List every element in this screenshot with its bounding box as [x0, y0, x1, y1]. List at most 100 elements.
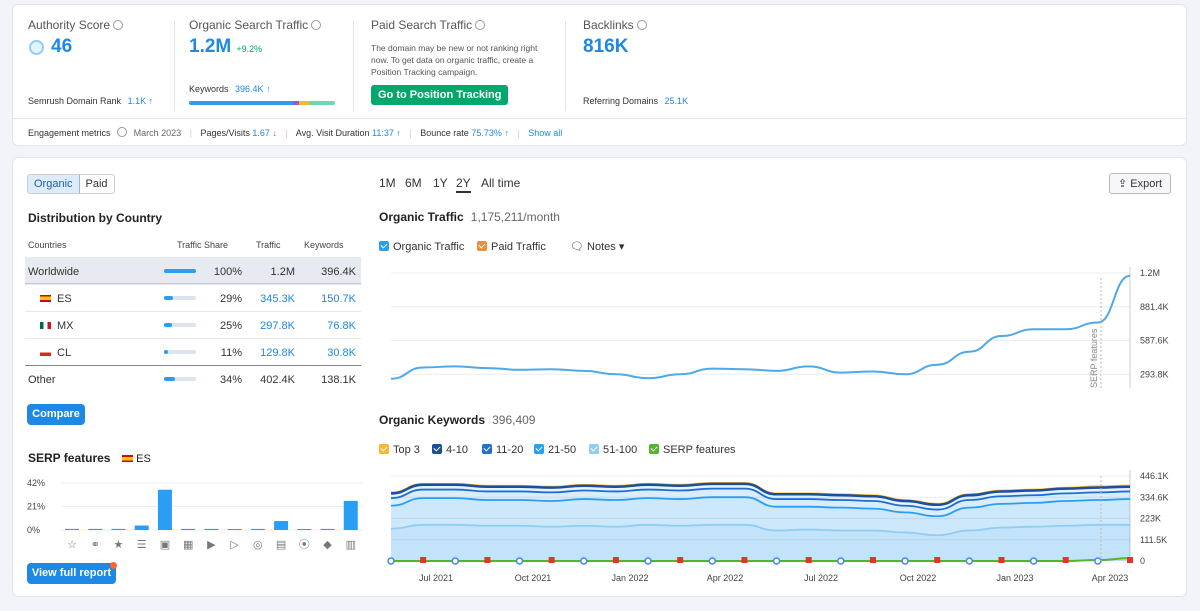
table-row[interactable]: ES 29% 345.3K 150.7K	[25, 284, 361, 311]
google-update-marker-icon[interactable]	[837, 557, 845, 565]
compare-button[interactable]: Compare	[27, 404, 85, 425]
serp-feature-icon[interactable]: ⚭	[91, 538, 100, 551]
serp-feature-icon[interactable]: ★	[114, 538, 124, 551]
info-icon[interactable]	[311, 20, 322, 30]
toggle-organic[interactable]: Organic	[28, 175, 80, 193]
legend-paid-traffic[interactable]: Paid Traffic	[477, 241, 546, 253]
google-update-marker-icon[interactable]	[387, 557, 395, 565]
flag-marker-icon[interactable]	[805, 557, 812, 563]
table-row[interactable]: MX 25% 297.8K 76.8K	[25, 311, 361, 338]
range-tab-2y[interactable]: 2Y	[456, 176, 471, 193]
flag-marker-icon[interactable]	[484, 557, 491, 563]
legend-top-3[interactable]: Top 3	[379, 444, 420, 456]
serp-bar[interactable]	[343, 500, 358, 530]
area-21-50	[391, 497, 1130, 561]
serp-bar[interactable]	[297, 529, 312, 530]
serp-feature-icon[interactable]: ◎	[253, 538, 263, 551]
distribution-title: Distribution by Country	[28, 211, 162, 225]
traffic-share: 11%	[220, 347, 242, 359]
traffic-value[interactable]: 345.3K	[260, 293, 295, 305]
serp-bar[interactable]	[227, 529, 242, 530]
serp-bar[interactable]	[157, 489, 172, 530]
series-21-50[interactable]	[390, 496, 1131, 518]
serp-feature-icon[interactable]: ☰	[137, 538, 147, 551]
traffic-value[interactable]: 129.8K	[260, 347, 295, 359]
go-to-position-tracking-button[interactable]: Go to Position Tracking	[371, 85, 509, 105]
serp-bar[interactable]	[320, 528, 335, 530]
legend-serp-features[interactable]: SERP features	[649, 444, 736, 456]
serp-feature-icon[interactable]: ☆	[67, 538, 77, 551]
google-update-marker-icon[interactable]	[644, 557, 652, 565]
info-icon[interactable]	[475, 20, 486, 30]
serp-bar[interactable]	[181, 528, 196, 530]
google-update-marker-icon[interactable]	[708, 557, 717, 565]
google-update-marker-icon[interactable]	[1094, 557, 1102, 565]
flag-marker-icon[interactable]	[612, 557, 619, 563]
keywords-value[interactable]: 76.8K	[327, 320, 356, 332]
serp-bar[interactable]	[204, 528, 219, 530]
serp-feature-icon[interactable]: ▥	[346, 538, 356, 551]
serp-feature-icon[interactable]: ▶	[207, 538, 216, 551]
serp-feature-icon[interactable]: ▦	[183, 538, 193, 551]
flag-marker-icon[interactable]	[998, 557, 1005, 563]
keywords-value[interactable]: 150.7K	[321, 293, 356, 305]
flag-marker-icon[interactable]	[934, 557, 941, 563]
range-tab-all-time[interactable]: All time	[481, 176, 521, 190]
flag-marker-icon[interactable]	[1127, 557, 1133, 563]
serp-feature-icon[interactable]: ▷	[230, 538, 239, 551]
series-11-20[interactable]	[390, 487, 1131, 511]
series-organic-traffic[interactable]	[390, 274, 1131, 380]
google-update-marker-icon[interactable]	[901, 557, 909, 565]
range-tab-6m[interactable]: 6M	[405, 176, 422, 190]
range-tab-1y[interactable]: 1Y	[433, 176, 448, 190]
serp-feature-icon[interactable]: ◆	[323, 538, 332, 551]
show-all-link[interactable]: Show all	[528, 128, 563, 138]
backlinks-value[interactable]: 816K	[583, 36, 629, 57]
keywords-value[interactable]: 30.8K	[327, 347, 356, 359]
serp-bar[interactable]	[65, 528, 79, 530]
export-button[interactable]: ⇪ Export	[1109, 173, 1172, 194]
flag-marker-icon[interactable]	[548, 557, 555, 563]
legend-4-10[interactable]: 4-10	[432, 444, 468, 456]
google-update-marker-icon[interactable]	[515, 557, 524, 565]
flag-marker-icon[interactable]	[1062, 557, 1069, 563]
serp-bar[interactable]	[274, 521, 289, 530]
referring-domains-value[interactable]: 25.1K	[664, 96, 689, 106]
keywords-value[interactable]: 396.4K	[235, 84, 264, 94]
flag-marker-icon[interactable]	[677, 557, 684, 563]
google-update-marker-icon[interactable]	[1029, 557, 1038, 565]
semrush-rank-value[interactable]: 1.1K	[127, 96, 147, 106]
range-tab-1m[interactable]: 1M	[379, 176, 396, 190]
flag-marker-icon[interactable]	[741, 557, 748, 563]
y-tick-label: 223K	[1140, 514, 1161, 524]
table-row[interactable]: Other 34% 402.4K 138.1K	[25, 365, 361, 392]
serp-feature-icon[interactable]: ⦿	[299, 538, 310, 551]
toggle-paid[interactable]: Paid	[85, 178, 108, 190]
traffic-value[interactable]: 297.8K	[260, 320, 295, 332]
serp-bar[interactable]	[111, 528, 126, 530]
table-row[interactable]: CL 11% 129.8K 30.8K	[25, 338, 361, 365]
flag-marker-icon[interactable]	[869, 557, 876, 563]
serp-feature-icon[interactable]: ▤	[276, 538, 286, 551]
legend-51-100[interactable]: 51-100	[589, 444, 637, 456]
legend-11-20[interactable]: 11-20	[482, 444, 523, 456]
google-update-marker-icon[interactable]	[772, 557, 781, 565]
series-4-10[interactable]	[390, 482, 1131, 507]
serp-feature-icon[interactable]: ▣	[160, 538, 170, 551]
info-icon[interactable]	[636, 20, 647, 30]
series-51-100[interactable]	[390, 523, 1130, 537]
google-update-marker-icon[interactable]	[965, 557, 974, 565]
view-full-report-button[interactable]: View full report	[27, 563, 116, 584]
info-icon[interactable]	[113, 20, 124, 30]
serp-bar[interactable]	[134, 525, 149, 530]
legend-21-50[interactable]: 21-50	[534, 444, 576, 456]
notes-dropdown[interactable]: 🗨 Notes ▾	[570, 241, 625, 253]
google-update-marker-icon[interactable]	[580, 557, 588, 565]
legend-organic-traffic[interactable]: Organic Traffic	[379, 241, 464, 253]
google-update-marker-icon[interactable]	[451, 557, 460, 565]
flag-marker-icon[interactable]	[420, 557, 427, 563]
organic-traffic-value[interactable]: 1.2M	[189, 36, 232, 57]
serp-bar[interactable]	[250, 528, 265, 530]
table-row[interactable]: Worldwide 100% 1.2M 396.4K	[25, 257, 361, 284]
serp-bar[interactable]	[88, 528, 103, 530]
